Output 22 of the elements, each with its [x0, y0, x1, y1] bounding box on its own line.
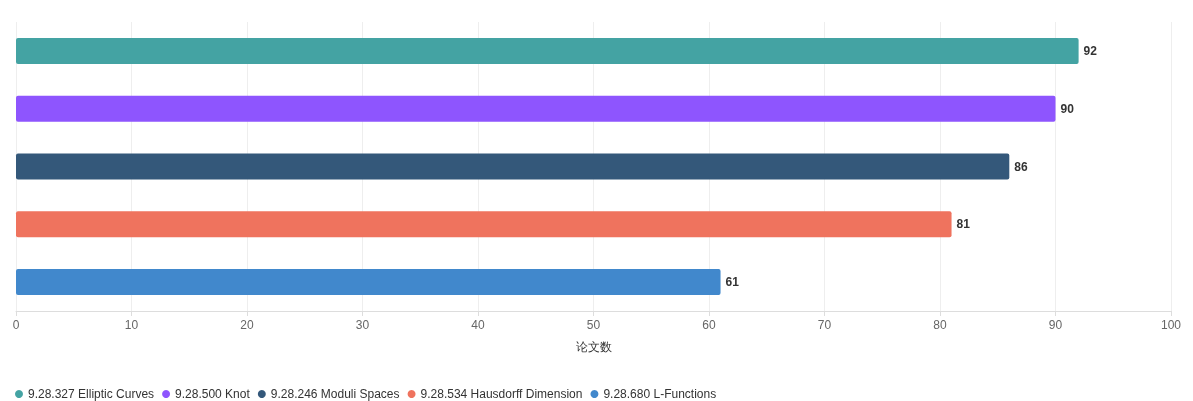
- x-tick-label: 30: [355, 318, 370, 332]
- legend-label: 9.28.500 Knot: [175, 387, 251, 401]
- x-tick-label: 90: [1048, 318, 1063, 332]
- data-label: 90: [1060, 101, 1075, 116]
- x-tick-label: 10: [124, 318, 139, 332]
- x-tick-label: 0: [12, 318, 20, 332]
- legend-label: 9.28.534 Hausdorff Dimension: [420, 387, 583, 401]
- x-axis-title: 论文数: [575, 340, 612, 354]
- data-label: 92: [1083, 43, 1098, 58]
- x-tick-label: 100: [1160, 318, 1182, 332]
- data-label: 61: [725, 275, 740, 290]
- legend-label: 9.28.680 L-Functions: [603, 387, 717, 401]
- x-tick-label: 40: [471, 318, 485, 332]
- legend-label: 9.28.246 Moduli Spaces: [270, 387, 400, 401]
- x-tick-label: 60: [702, 318, 716, 332]
- x-tick-label: 50: [586, 318, 601, 332]
- data-label: 86: [1014, 159, 1028, 174]
- data-label: 81: [956, 217, 971, 232]
- x-tick-label: 80: [933, 318, 947, 332]
- legend-label: 9.28.327 Elliptic Curves: [28, 387, 155, 401]
- x-tick-label: 70: [817, 318, 832, 332]
- x-tick-label: 20: [240, 318, 254, 332]
